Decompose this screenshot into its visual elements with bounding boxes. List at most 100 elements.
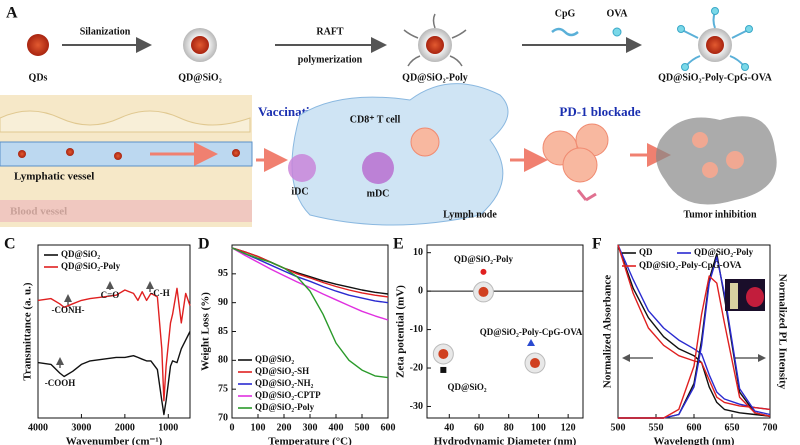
panel-label: E	[393, 236, 404, 253]
legend-label: QD@SiO₂-Poly-CpG-OVA	[639, 260, 742, 270]
particle-icon	[438, 348, 449, 359]
legend-label: QD@SiO₂	[61, 249, 100, 259]
y-tick-label: 95	[218, 268, 228, 279]
x-tick-label: 550	[649, 422, 664, 433]
x-tick-label: 80	[504, 422, 514, 433]
panel-a: A QDs Silanization QD@SiO₂ RAFT polymeri…	[6, 5, 773, 84]
tumor	[656, 116, 777, 205]
series-line	[37, 331, 191, 416]
polymer-chains	[403, 13, 467, 67]
x-tick-label: 600	[381, 422, 396, 433]
annotation: -C-H	[150, 288, 170, 298]
x-tick-label: 500	[355, 422, 370, 433]
legend-label: QD@SiO₂	[255, 354, 294, 364]
x-tick-label: 700	[763, 422, 778, 433]
particle-icon	[530, 358, 540, 369]
particles	[18, 148, 240, 160]
legend-label: QD@SiO₂-CPTP	[255, 390, 321, 400]
y-tick-label: 0	[418, 285, 423, 296]
x-tick-label: 0	[230, 422, 235, 433]
item-label: QD@SiO₂-Poly	[402, 72, 468, 83]
x-tick-label: 4000	[28, 422, 48, 433]
y-tick-label: -30	[410, 401, 423, 412]
item-label: QDs	[29, 72, 48, 83]
x-tick-label: 40	[444, 422, 454, 433]
tumor-label: Tumor inhibition	[683, 209, 757, 220]
qd-icon	[191, 36, 209, 54]
step-label: CpG	[555, 8, 576, 19]
panel-label: C	[4, 236, 16, 253]
x-tick-label: 650	[725, 422, 740, 433]
x-axis-title: Hydrodynamic Diameter (nm)	[434, 436, 577, 445]
y-tick-label: 70	[218, 412, 228, 423]
x-tick-label: 400	[329, 422, 344, 433]
x-tick-label: 500	[611, 422, 626, 433]
tcells	[542, 123, 609, 183]
y-tick-label: -20	[410, 362, 423, 373]
annotation: -COOH	[45, 378, 76, 388]
point	[440, 366, 447, 373]
y-tick-label: 75	[218, 383, 228, 394]
series-line	[618, 275, 771, 419]
tcell-icon	[410, 127, 440, 157]
legend-label: QD@SiO₂-Poly	[61, 261, 121, 271]
x-tick-label: 3000	[71, 422, 91, 433]
plot-frame	[426, 244, 584, 419]
series-line	[617, 244, 771, 411]
blockade-label: PD-1 blockade	[559, 104, 640, 119]
mdc-icon	[362, 152, 394, 184]
qd-icon	[27, 34, 49, 56]
qd-icon	[426, 36, 444, 54]
y-axis-title: Transmittance (a. u.)	[22, 282, 34, 381]
legend-label: QD@SiO₂-Poly	[255, 402, 315, 412]
particle-icon	[478, 286, 489, 297]
plot-frame	[617, 244, 771, 419]
inset-vial	[730, 283, 738, 309]
x-tick-label: 2000	[115, 422, 135, 433]
ova-icons	[677, 7, 753, 71]
x-tick-label: 300	[303, 422, 318, 433]
x-tick-label: 200	[277, 422, 292, 433]
series-line	[231, 247, 389, 379]
point-label: QD@SiO₂-Poly-CpG-OVA	[480, 327, 583, 337]
idc-label: iDC	[291, 186, 308, 197]
panel-label: F	[592, 236, 602, 253]
x-axis-title: Wavelength (nm)	[654, 436, 735, 445]
series-line	[231, 247, 389, 304]
skin-cells	[0, 110, 251, 133]
y-tick-label: -10	[410, 324, 423, 335]
y2-axis-title: Normalized PL Intensity	[776, 274, 788, 390]
step-label: polymerization	[298, 54, 363, 65]
legend-label: QD@SiO₂-SH	[255, 366, 309, 376]
vessel-label: Blood vessel	[10, 206, 67, 218]
series-line	[618, 253, 771, 419]
point-label: QD@SiO₂	[447, 382, 486, 392]
cpg-icon	[551, 27, 579, 37]
panel-b: B Lymphatic vessel Blood vessel Vaccinat…	[0, 83, 777, 227]
x-tick-label: 1000	[158, 422, 178, 433]
mdc-label: mDC	[367, 188, 390, 199]
annotation: C=O	[101, 290, 120, 300]
panel-label: D	[198, 236, 210, 253]
point-label: QD@SiO₂-Poly	[454, 254, 514, 264]
x-tick-label: 120	[561, 422, 576, 433]
x-axis-title: Wavenumber (cm⁻¹)	[66, 436, 163, 445]
item-label: QD@SiO₂	[178, 72, 221, 83]
blood-vessel	[0, 200, 252, 222]
tumor-cells	[692, 132, 744, 178]
step-label: OVA	[607, 8, 629, 19]
y-axis-title: Weight Loss (%)	[200, 292, 212, 371]
step-label: Silanization	[80, 26, 131, 37]
point	[527, 339, 535, 347]
vessel-label: Lymphatic vessel	[14, 171, 94, 183]
legend-label: QD	[639, 247, 653, 257]
idc-icon	[288, 154, 316, 182]
series-line	[37, 287, 191, 402]
legend-label: QD@SiO₂-Poly	[694, 247, 754, 257]
x-tick-label: 100	[531, 422, 546, 433]
qd-icon	[706, 36, 724, 54]
inset-glow	[746, 287, 764, 307]
step-label: RAFT	[316, 26, 344, 37]
x-tick-label: 600	[687, 422, 702, 433]
node-label: Lymph node	[443, 209, 497, 220]
